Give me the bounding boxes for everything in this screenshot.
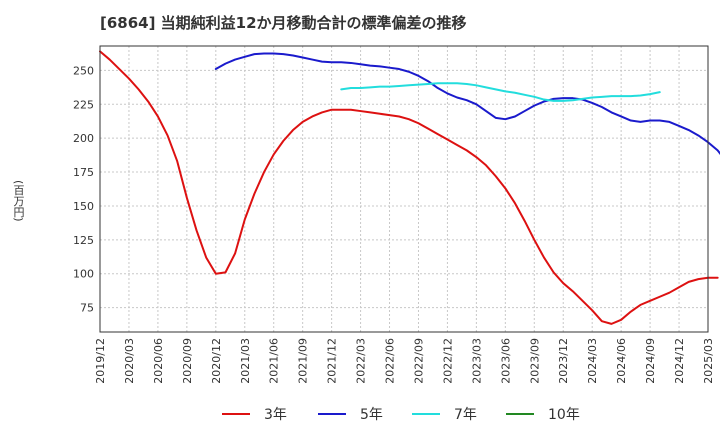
legend: 3年 5年 7年 10年 — [222, 407, 580, 423]
x-tick-label: 2022/12 — [441, 338, 454, 384]
x-tick-label: 2021/03 — [239, 338, 252, 384]
x-tick-label: 2022/09 — [412, 338, 425, 384]
x-tick-label: 2021/06 — [268, 338, 281, 384]
x-tick-labels: 2019/12 2020/03 2020/06 2020/09 2020/12 2021/… — [94, 338, 715, 384]
x-tick-label: 2020/03 — [123, 338, 136, 384]
x-tick-label: 2024/06 — [615, 338, 628, 384]
plot-frame — [99, 45, 709, 333]
x-tick-label: 2024/09 — [644, 338, 657, 384]
y-tick-label: 175 — [73, 166, 94, 179]
series-line-2 — [214, 52, 720, 155]
x-tick-label: 2021/09 — [297, 338, 310, 384]
x-tick-label: 2023/12 — [557, 338, 570, 384]
legend-label-1: 3年 — [264, 407, 287, 423]
y-axis-label: (百万円) — [12, 180, 25, 222]
x-tick-label: 2019/12 — [94, 338, 107, 384]
x-tick-label: 2023/06 — [499, 338, 512, 384]
y-tick-label: 100 — [73, 268, 94, 281]
chart-title: [6864] 当期純利益12か月移動合計の標準偏差の推移 — [100, 14, 467, 32]
series-line-1 — [99, 50, 719, 325]
legend-label-2: 5年 — [360, 407, 383, 423]
y-tick-label: 225 — [73, 98, 94, 111]
y-tick-label: 200 — [73, 132, 94, 145]
x-tick-label: 2024/03 — [586, 338, 599, 384]
y-tick-label: 125 — [73, 234, 94, 247]
y-tick-label: 75 — [80, 302, 94, 315]
x-tick-label: 2023/03 — [470, 338, 483, 384]
x-tick-label: 2020/09 — [181, 338, 194, 384]
x-tick-label: 2022/03 — [355, 338, 368, 384]
x-tick-label: 2020/06 — [152, 338, 165, 384]
legend-label-4: 10年 — [548, 407, 580, 423]
x-tick-label: 2022/06 — [384, 338, 397, 384]
x-tick-label: 2023/09 — [528, 338, 541, 384]
series-line-3 — [340, 82, 661, 102]
x-tick-label: 2025/03 — [702, 338, 715, 384]
y-tick-labels: 75 100 125 150 175 200 225 250 — [73, 64, 94, 314]
grid-lines — [99, 46, 709, 332]
y-tick-label: 150 — [73, 200, 94, 213]
x-tick-label: 2021/12 — [326, 338, 339, 384]
legend-label-3: 7年 — [454, 407, 477, 423]
series-lines — [99, 50, 720, 325]
x-tick-label: 2024/12 — [673, 338, 686, 384]
y-tick-label: 250 — [73, 64, 94, 77]
x-tick-label: 2020/12 — [210, 338, 223, 384]
